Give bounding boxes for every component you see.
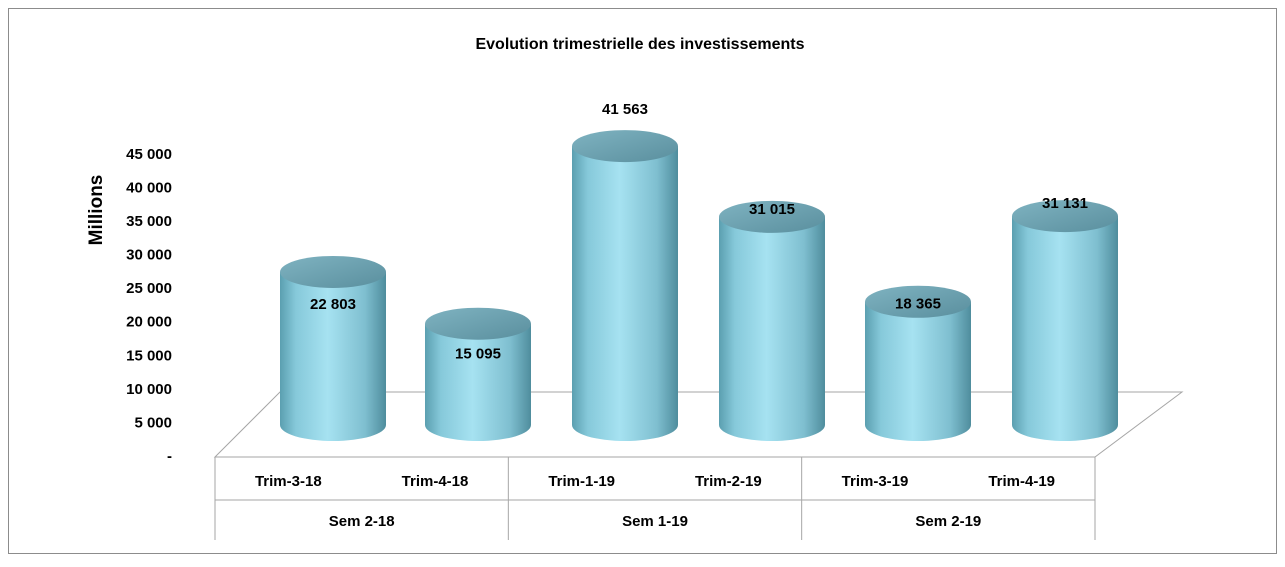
data-label: 22 803 xyxy=(310,296,356,313)
x-tick-label: Trim-1-19 xyxy=(548,473,615,490)
data-label: 31 015 xyxy=(749,201,795,218)
y-tick-label: 30 000 xyxy=(126,247,172,264)
bar-top xyxy=(572,130,678,163)
bar xyxy=(425,323,531,441)
x-tick-label: Trim-3-19 xyxy=(842,473,909,490)
x-tick-label: Trim-4-19 xyxy=(988,473,1055,490)
group-label: Sem 2-19 xyxy=(915,513,981,530)
y-tick-label: 40 000 xyxy=(126,180,172,197)
bar xyxy=(280,271,386,441)
x-tick-label: Trim-2-19 xyxy=(695,473,762,490)
data-label: 31 131 xyxy=(1042,195,1088,212)
bar-top xyxy=(1012,200,1118,233)
bar-top xyxy=(865,285,971,318)
group-label: Sem 1-19 xyxy=(622,513,688,530)
data-label: 18 365 xyxy=(895,296,941,313)
y-axis-label: Millions xyxy=(86,175,107,246)
data-label: 41 563 xyxy=(602,101,648,118)
y-tick-label: 5 000 xyxy=(134,414,172,431)
x-tick-label: Trim-4-18 xyxy=(402,473,469,490)
y-tick-label: 35 000 xyxy=(126,213,172,230)
y-tick-label: 45 000 xyxy=(126,146,172,163)
group-label: Sem 2-18 xyxy=(329,513,395,530)
bar-top xyxy=(425,307,531,340)
bar xyxy=(865,301,971,441)
bar-top xyxy=(719,200,825,233)
y-tick-label: 25 000 xyxy=(126,280,172,297)
x-tick-label: Trim-3-18 xyxy=(255,473,322,490)
y-tick-label: - xyxy=(167,448,172,465)
chart-title: Evolution trimestrielle des investisseme… xyxy=(475,36,804,53)
y-tick-label: 10 000 xyxy=(126,381,172,398)
bar xyxy=(572,146,678,441)
y-tick-label: 20 000 xyxy=(126,314,172,331)
bar xyxy=(719,216,825,441)
bar-top xyxy=(280,255,386,288)
y-tick-label: 15 000 xyxy=(126,347,172,364)
bar xyxy=(1012,216,1118,441)
data-label: 15 095 xyxy=(455,346,501,363)
